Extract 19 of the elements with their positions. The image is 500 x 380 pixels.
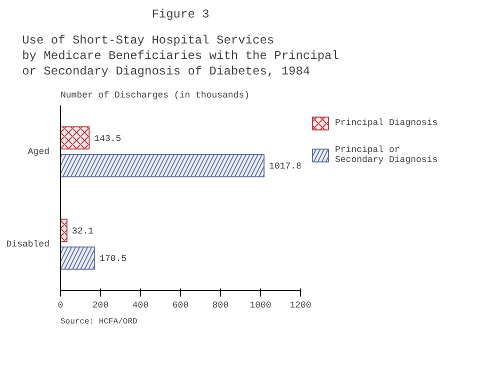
data-label: 1017.8 (269, 162, 302, 172)
x-tick-label: 200 (92, 300, 109, 310)
data-label: 32.1 (72, 226, 94, 236)
y-tick-label: Aged (28, 146, 50, 157)
data-label: 170.5 (100, 254, 127, 264)
x-tick-label: 0 (58, 300, 64, 310)
y-tick-label: Disabled (6, 239, 50, 250)
chart-title: Figure 3 (152, 8, 210, 22)
x-tick-label: 800 (212, 300, 229, 310)
x-tick-label: 600 (172, 300, 189, 310)
legend-label: Principal Diagnosis (335, 118, 438, 128)
x-tick-label: 400 (132, 300, 149, 310)
data-label: 143.5 (94, 134, 122, 144)
chart-subtitle: Use of Short-Stay Hospital Services by Medicare Beneficiaries with the Principal or Secondary Diagnosis of Diabetes, 1984 (22, 34, 339, 78)
source-note: Source: HCFA/ORD (60, 318, 138, 326)
x-tick-label: 1000 (250, 300, 272, 310)
x-tick-label: 1200 (290, 300, 312, 310)
x-axis-title: Number of Discharges (in thousands) (60, 90, 250, 100)
legend-label: Principal or Secondary Diagnosis (335, 145, 438, 165)
